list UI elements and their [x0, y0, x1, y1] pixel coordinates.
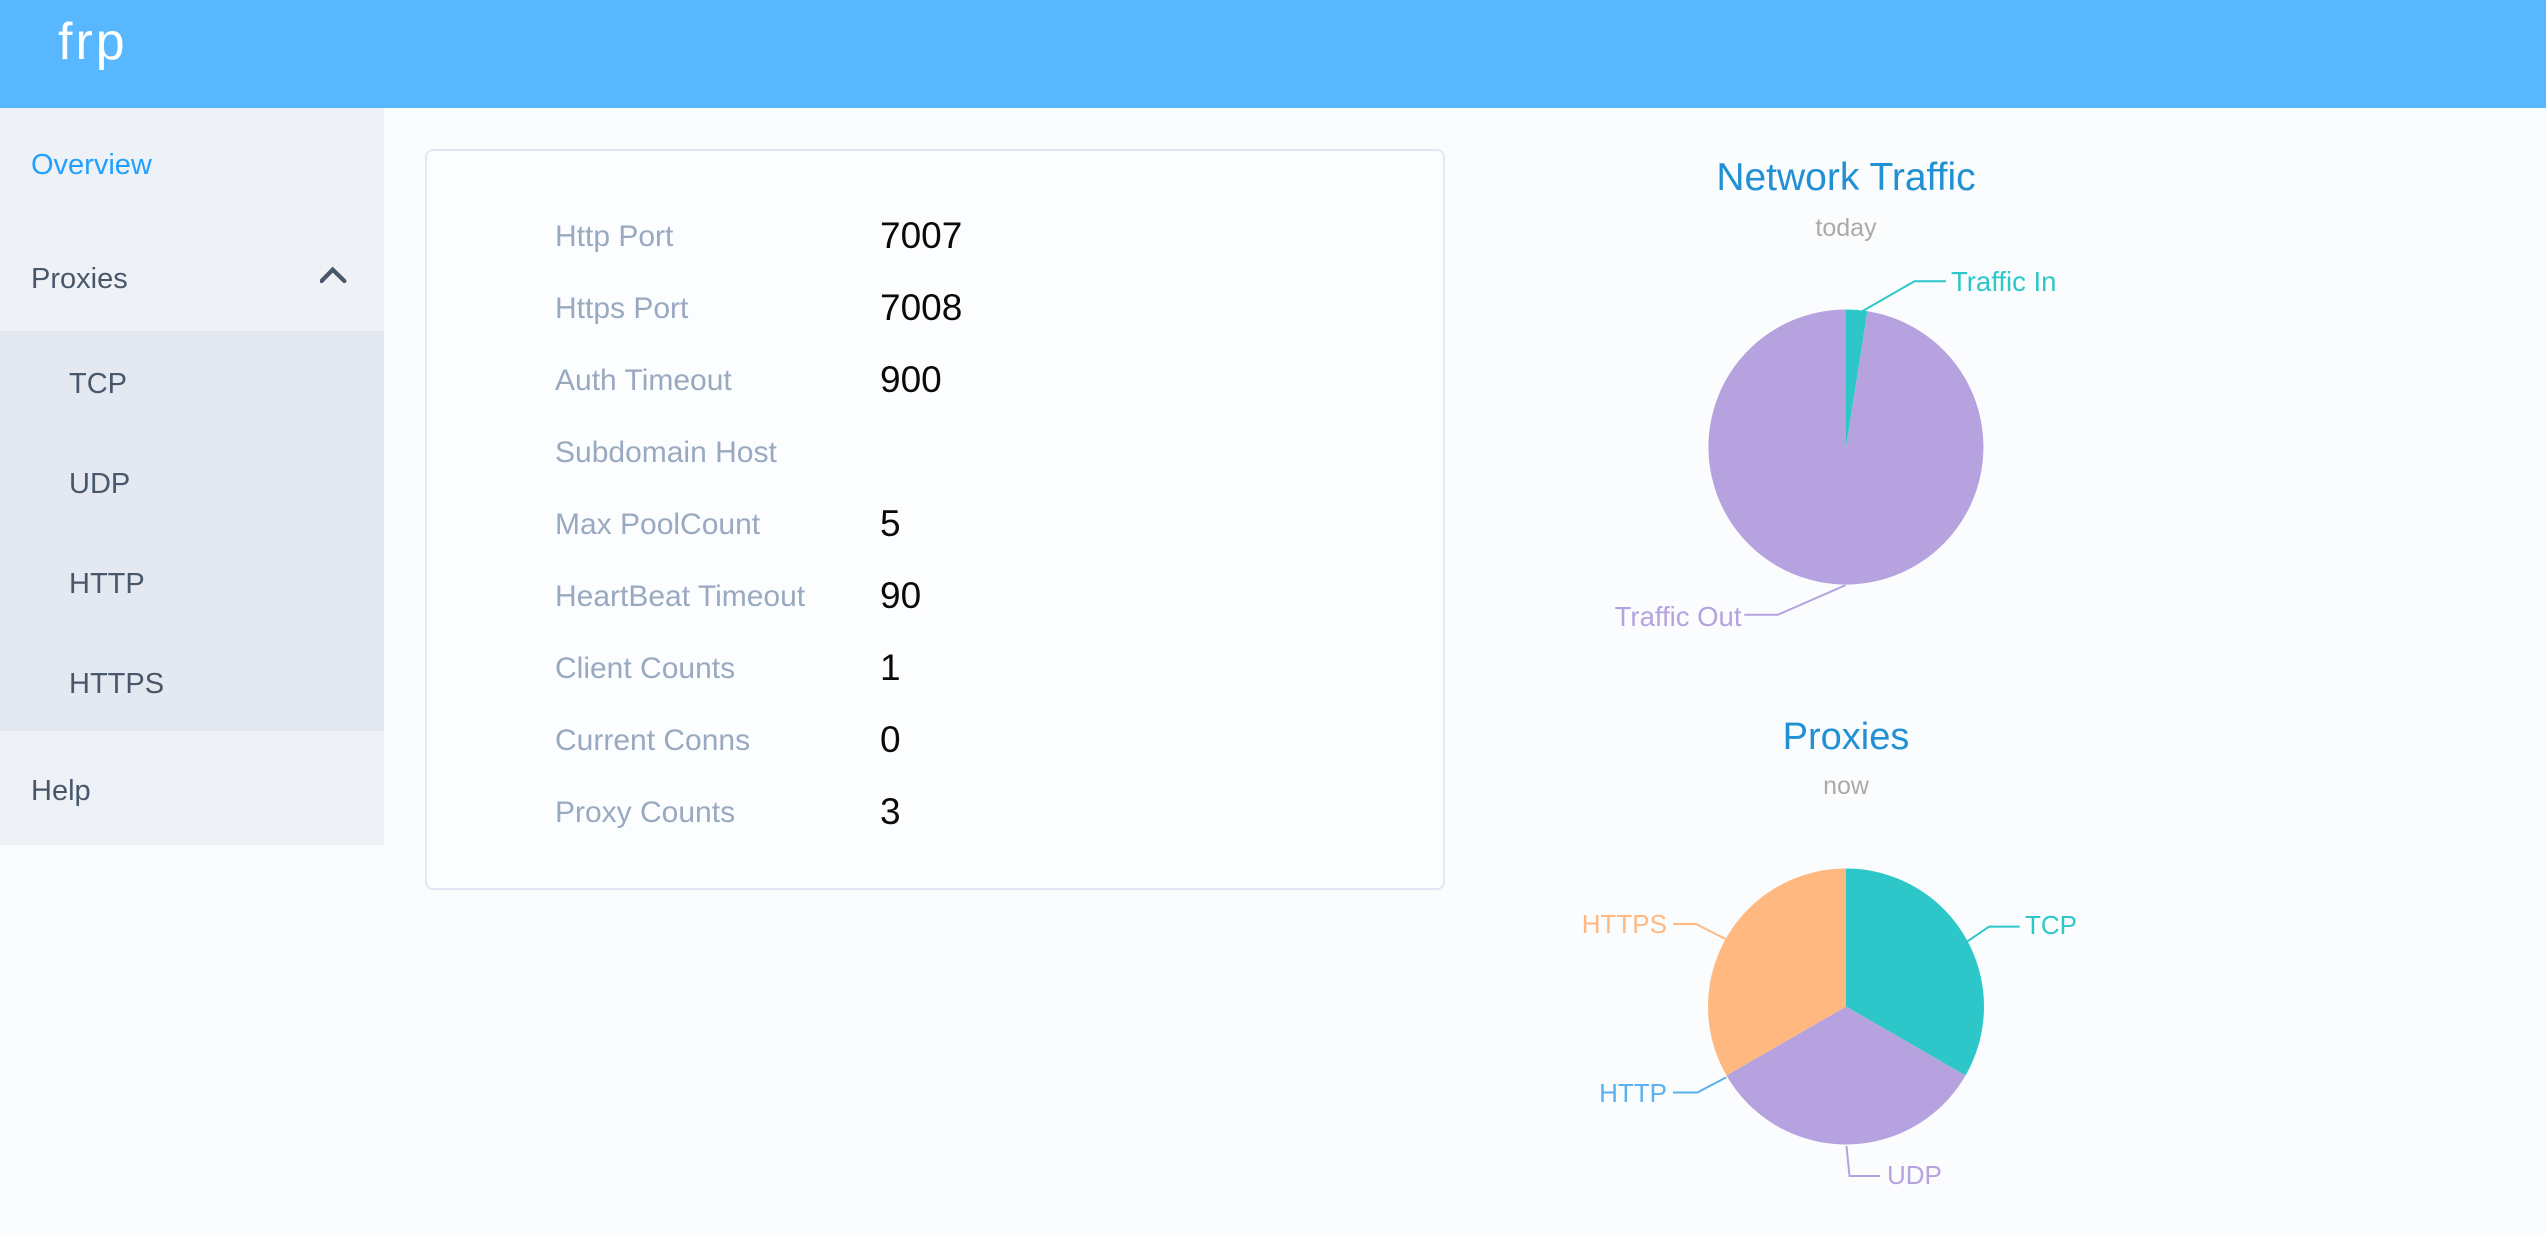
svg-text:TCP: TCP — [2025, 910, 2077, 940]
svg-text:Traffic In: Traffic In — [1951, 266, 2056, 297]
svg-text:HTTP: HTTP — [1599, 1078, 1667, 1108]
svg-text:Proxies: Proxies — [1783, 716, 1910, 758]
svg-text:Network Traffic: Network Traffic — [1716, 156, 1975, 199]
svg-text:UDP: UDP — [1887, 1160, 1942, 1190]
svg-text:HTTPS: HTTPS — [1582, 909, 1667, 939]
svg-text:today: today — [1815, 214, 1877, 242]
svg-text:Traffic Out: Traffic Out — [1615, 601, 1742, 632]
svg-text:now: now — [1823, 772, 1870, 800]
